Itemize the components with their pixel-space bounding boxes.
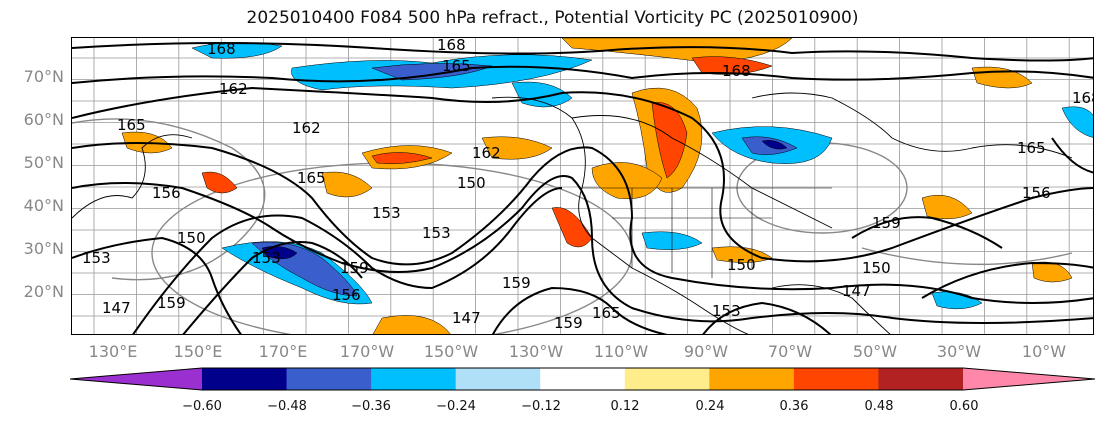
- lon-label-150e: 150°E: [173, 342, 223, 361]
- lon-label-130w: 130°W: [508, 342, 564, 361]
- lon-label-30w: 30°W: [936, 342, 982, 361]
- contour-label: 168: [1072, 89, 1094, 107]
- shade-positive-blob: [691, 56, 773, 75]
- colorbar-segments: [70, 368, 1095, 390]
- contour-label: 165: [117, 116, 146, 134]
- contour-label: 147: [102, 299, 131, 317]
- lon-label-110w: 110°W: [593, 342, 649, 361]
- shade-positive-blob: [651, 102, 688, 179]
- contour-label: 162: [219, 80, 248, 98]
- shade-positive-blob: [481, 136, 553, 160]
- colorbar-tick: −0.60: [182, 399, 222, 414]
- lat-label-20n: 20°N: [23, 282, 64, 301]
- lat-label-30n: 30°N: [23, 239, 64, 258]
- lon-label-70w: 70°W: [767, 342, 813, 361]
- colorbar-tick: 0.24: [695, 399, 725, 414]
- lon-label-130e: 130°E: [88, 342, 138, 361]
- contour-label: 150: [177, 229, 206, 247]
- map-canvas: 168 168 165 162 165 165 162 156 153 150 …: [72, 38, 1094, 334]
- contour-label: 159: [502, 274, 531, 292]
- contour-label: 159: [554, 314, 583, 332]
- colorbar-segment: [286, 368, 372, 390]
- shade-negative-blob: [511, 81, 573, 108]
- contour-label: 156: [1022, 184, 1051, 202]
- colorbar-tick: 0.48: [864, 399, 894, 414]
- colorbar-extend-high: [963, 368, 1095, 390]
- contour-label: 150: [727, 256, 756, 274]
- figure-title: 2025010400 F084 500 hPa refract., Potent…: [246, 8, 859, 28]
- colorbar-tick: −0.24: [436, 399, 476, 414]
- colorbar-segment: [202, 368, 288, 390]
- contour-label: 153: [712, 302, 741, 320]
- colorbar-segment: [455, 368, 541, 390]
- lat-label-70n: 70°N: [23, 67, 64, 86]
- lon-label-10w: 10°W: [1021, 342, 1067, 361]
- contour-label: 156: [152, 184, 181, 202]
- contour-label: 162: [292, 119, 321, 137]
- lat-label-60n: 60°N: [23, 110, 64, 129]
- shade-positive-blob: [711, 246, 773, 263]
- contour-labels: 168 168 165 162 165 165 162 156 153 150 …: [82, 38, 1094, 332]
- shade-positive-blob: [321, 171, 373, 198]
- lon-label-150w: 150°W: [423, 342, 479, 361]
- contour-label: 150: [457, 174, 486, 192]
- pv-shading: [121, 38, 1093, 334]
- colorbar-tick: −0.36: [351, 399, 391, 414]
- shade-positive-blob: [201, 171, 238, 194]
- colorbar-tick: 0.36: [779, 399, 809, 414]
- contour-label: 150: [862, 259, 891, 277]
- contour-label: 153: [372, 204, 401, 222]
- coastlines: [72, 92, 1073, 334]
- height-contours: [72, 42, 1093, 334]
- contour-label: 162: [472, 144, 501, 162]
- contour-label: 153: [422, 224, 451, 242]
- contour-label: 159: [157, 294, 186, 312]
- contour-label: 147: [452, 309, 481, 327]
- contour-label: 153: [252, 249, 281, 267]
- political-borders: [582, 187, 832, 278]
- contour-label: 165: [442, 57, 471, 75]
- contour-label: 168: [437, 38, 466, 54]
- contour-label: 159: [340, 259, 369, 277]
- contour-label: 168: [207, 40, 236, 58]
- shade-negative-blob: [191, 42, 283, 59]
- lon-label-90w: 90°W: [683, 342, 729, 361]
- shade-negative-blob: [1061, 106, 1093, 138]
- contour-label: 165: [592, 304, 621, 322]
- colorbar-tick: −0.48: [267, 399, 307, 414]
- lon-label-170w: 170°W: [339, 342, 395, 361]
- lon-label-170e: 170°E: [258, 342, 308, 361]
- contour-label: 156: [332, 286, 361, 304]
- colorbar-segment: [540, 368, 626, 390]
- colorbar-segment: [371, 368, 457, 390]
- contour-label: 147: [842, 282, 871, 300]
- colorbar-tick: 0.60: [949, 399, 979, 414]
- shade-positive-blob: [371, 152, 433, 165]
- colorbar-segment: [709, 368, 795, 390]
- colorbar: [70, 367, 1096, 391]
- shade-negative-blob: [371, 63, 493, 81]
- colorbar-extend-low: [70, 368, 202, 390]
- shade-positive-blob: [591, 162, 663, 200]
- contour-label: 153: [82, 249, 111, 267]
- contour-label: 165: [297, 169, 326, 187]
- colorbar-tick: −0.12: [521, 399, 561, 414]
- contour-label: 168: [722, 62, 751, 80]
- shade-positive-blob: [971, 66, 1033, 89]
- shade-positive-blob: [921, 194, 973, 220]
- colorbar-tick: 0.12: [610, 399, 640, 414]
- map-panel: 168 168 165 162 165 165 162 156 153 150 …: [71, 37, 1094, 335]
- contour-label: 165: [1017, 139, 1046, 157]
- lon-label-50w: 50°W: [852, 342, 898, 361]
- lat-label-40n: 40°N: [23, 196, 64, 215]
- shade-positive-blob: [551, 207, 593, 248]
- contour-label: 159: [872, 214, 901, 232]
- colorbar-segment: [878, 368, 964, 390]
- colorbar-segment: [624, 368, 710, 390]
- lat-label-50n: 50°N: [23, 153, 64, 172]
- shade-negative-blob: [761, 140, 788, 150]
- colorbar-segment: [793, 368, 879, 390]
- colorbar-outline: [70, 367, 1096, 391]
- shade-positive-blob: [372, 315, 451, 334]
